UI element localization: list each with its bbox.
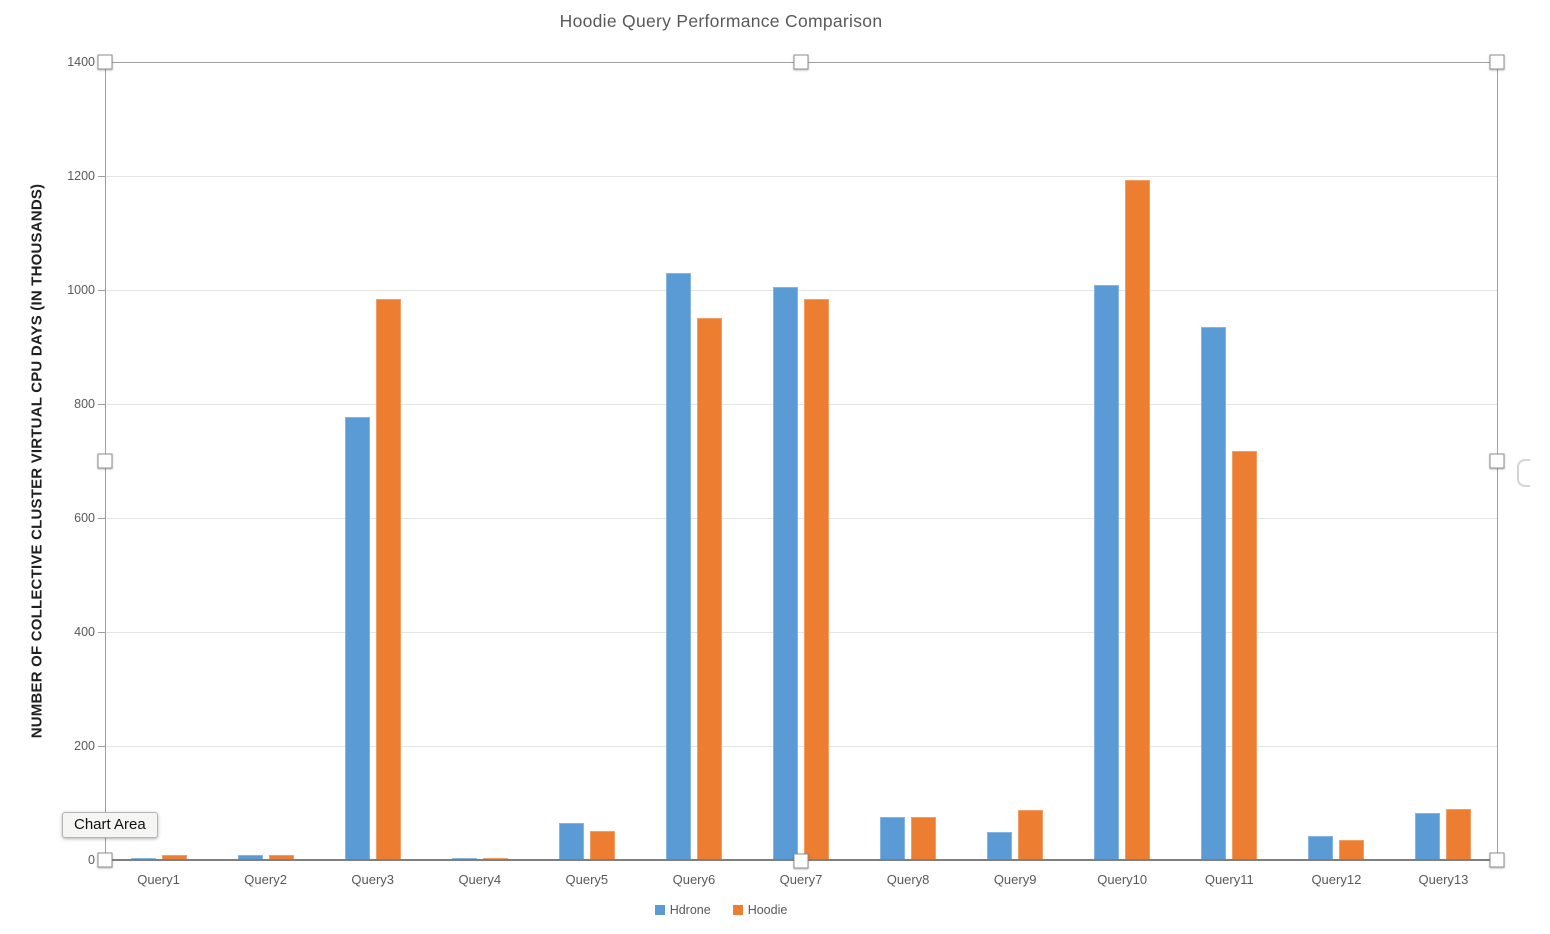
x-axis-label[interactable]: Query4	[458, 872, 502, 887]
legend-swatch-icon	[732, 905, 743, 915]
y-axis-tick	[98, 518, 105, 519]
x-axis-label[interactable]: Query11	[1204, 872, 1254, 887]
bar-hdrone-query7[interactable]	[773, 287, 798, 860]
y-axis-label[interactable]: 800	[74, 397, 95, 411]
bar-hoodie-query2[interactable]	[269, 855, 294, 860]
chart-area-tooltip-label: Chart Area	[74, 816, 146, 833]
gridline-1200	[105, 176, 1497, 177]
selection-handle-bottom-left[interactable]	[97, 852, 113, 868]
selection-handle-middle-right[interactable]	[1489, 453, 1505, 469]
gridline-800	[105, 404, 1497, 405]
bar-hdrone-query5[interactable]	[559, 823, 584, 860]
bar-hoodie-query8[interactable]	[911, 817, 936, 860]
y-axis-label[interactable]: 400	[74, 625, 95, 639]
y-axis-tick	[98, 404, 105, 405]
y-axis-tick	[98, 176, 105, 177]
gridline-200	[105, 746, 1497, 747]
legend-label: Hdrone	[669, 903, 711, 917]
legend[interactable]: Hdrone Hoodie	[0, 903, 1442, 917]
x-axis-label[interactable]: Query7	[779, 872, 823, 887]
y-axis-tick	[98, 746, 105, 747]
bar-hoodie-query11[interactable]	[1232, 451, 1257, 860]
x-axis-label[interactable]: Query8	[886, 872, 930, 887]
chart-area-tooltip: Chart Area	[62, 812, 158, 838]
bar-hdrone-query2[interactable]	[238, 855, 263, 860]
x-axis-label[interactable]: Query5	[565, 872, 609, 887]
x-axis-label[interactable]: Query1	[137, 872, 180, 887]
y-axis-label[interactable]: 600	[74, 511, 95, 525]
bar-hoodie-query10[interactable]	[1125, 180, 1150, 860]
bar-hdrone-query3[interactable]	[345, 417, 370, 860]
bar-hdrone-query6[interactable]	[666, 273, 691, 860]
gridline-600	[105, 518, 1497, 519]
bar-hdrone-query9[interactable]	[987, 832, 1012, 860]
y-axis-title[interactable]: NUMBER OF COLLECTIVE CLUSTER VIRTUAL CPU…	[28, 183, 46, 739]
y-axis-label[interactable]: 200	[74, 739, 95, 753]
gridline-400	[105, 632, 1497, 633]
x-axis-label[interactable]: Query13	[1418, 872, 1469, 887]
x-axis-label[interactable]: Query10	[1097, 872, 1148, 887]
bar-hdrone-query8[interactable]	[880, 817, 905, 860]
bar-hoodie-query1[interactable]	[162, 855, 187, 860]
bar-hoodie-query12[interactable]	[1339, 840, 1364, 860]
selection-handle-top-middle[interactable]	[793, 54, 809, 70]
bar-hoodie-query5[interactable]	[590, 831, 615, 860]
y-axis-label[interactable]: 1400	[67, 55, 95, 69]
x-axis-label[interactable]: Query12	[1311, 872, 1362, 887]
bar-hdrone-query13[interactable]	[1415, 813, 1440, 860]
bar-hoodie-query7[interactable]	[804, 299, 829, 860]
bar-hoodie-query9[interactable]	[1018, 810, 1043, 860]
x-axis-label[interactable]: Query9	[993, 872, 1037, 887]
bar-hdrone-query10[interactable]	[1094, 285, 1119, 860]
selection-handle-middle-left[interactable]	[97, 453, 113, 469]
bar-hoodie-query3[interactable]	[376, 299, 401, 860]
legend-item-hdrone[interactable]: Hdrone	[654, 903, 711, 917]
x-axis-label[interactable]: Query2	[244, 872, 287, 887]
chart-title[interactable]: Hoodie Query Performance Comparison	[559, 11, 883, 31]
legend-item-hoodie[interactable]: Hoodie	[732, 903, 788, 917]
x-axis-label[interactable]: Query6	[672, 872, 716, 887]
y-axis-label[interactable]: 1200	[67, 169, 95, 183]
y-axis-tick	[98, 632, 105, 633]
selection-handle-bottom-right[interactable]	[1489, 852, 1505, 868]
y-axis-label[interactable]: 1000	[67, 283, 95, 297]
legend-label: Hoodie	[747, 903, 788, 917]
gridline-1000	[105, 290, 1497, 291]
selection-handle-top-right[interactable]	[1489, 54, 1505, 70]
x-axis-label[interactable]: Query3	[351, 872, 395, 887]
bar-hdrone-query11[interactable]	[1201, 327, 1226, 860]
bar-hoodie-query13[interactable]	[1446, 809, 1471, 860]
legend-swatch-icon	[654, 905, 665, 915]
bar-hdrone-query12[interactable]	[1308, 836, 1333, 860]
y-axis-tick	[98, 290, 105, 291]
chart-area-edge-handle[interactable]	[1517, 459, 1530, 487]
selection-handle-top-left[interactable]	[97, 54, 113, 70]
y-axis-label[interactable]: 0	[88, 853, 95, 867]
selection-handle-bottom-middle[interactable]	[793, 853, 809, 869]
bar-hoodie-query6[interactable]	[697, 318, 722, 860]
